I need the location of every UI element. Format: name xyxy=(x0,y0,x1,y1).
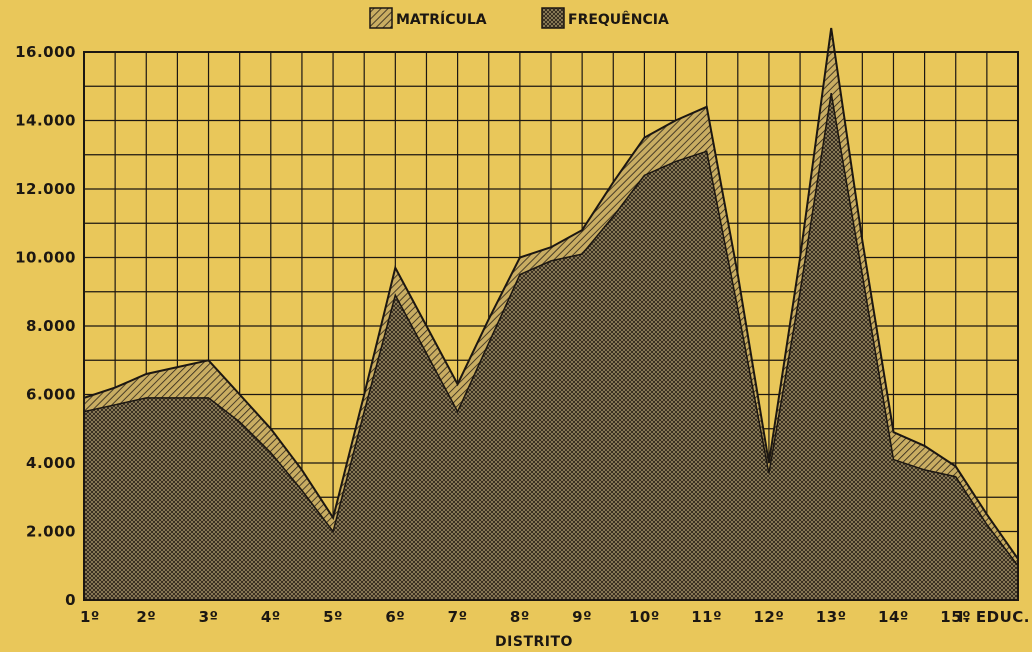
x-tick-label: 12º xyxy=(754,608,785,626)
y-tick-label: 14.000 xyxy=(15,112,76,130)
x-tick-label: 4º xyxy=(261,608,281,626)
x-tick-label: 6º xyxy=(385,608,405,626)
x-tick-label: 2º xyxy=(136,608,156,626)
legend-label-frequencia: FREQUÊNCIA xyxy=(568,11,669,28)
legend-swatch-matricula xyxy=(369,7,393,29)
x-tick-label: 10º xyxy=(629,608,660,626)
x-tick-label: I. EDUC. xyxy=(958,608,1030,626)
y-tick-label: 2.000 xyxy=(26,523,76,541)
series-frequencia-area xyxy=(83,92,1019,601)
y-tick-label: 8.000 xyxy=(26,317,76,335)
y-tick-label: 12.000 xyxy=(15,180,76,198)
x-tick-label: 9º xyxy=(572,608,592,626)
legend-label-matricula: MATRÍCULA xyxy=(396,11,487,28)
plot-frame xyxy=(83,51,1019,601)
x-tick-label: 14º xyxy=(878,608,909,626)
x-tick-label: 7º xyxy=(448,608,468,626)
y-tick-label: 0 xyxy=(65,591,76,609)
x-tick-label: 8º xyxy=(510,608,530,626)
plot-area xyxy=(83,27,1019,601)
x-tick-label: 11º xyxy=(691,608,722,626)
legend-swatch-frequencia xyxy=(541,7,565,29)
y-axis-ticks: 0 2.000 4.000 6.000 8.000 10.000 12.000 14.000 1… xyxy=(15,43,76,609)
x-tick-label: 13º xyxy=(816,608,847,626)
y-tick-label: 4.000 xyxy=(26,454,76,472)
y-tick-label: 6.000 xyxy=(26,386,76,404)
x-tick-label: 5º xyxy=(323,608,343,626)
y-tick-label: 16.000 xyxy=(15,43,76,61)
x-tick-label: 3º xyxy=(199,608,219,626)
y-tick-label: 10.000 xyxy=(15,249,76,267)
legend: MATRÍCULA FREQUÊNCIA xyxy=(369,7,669,29)
x-axis-title: DISTRITO xyxy=(495,634,573,650)
x-tick-label: 1º xyxy=(80,608,100,626)
x-tick-label: 15º xyxy=(940,608,971,626)
